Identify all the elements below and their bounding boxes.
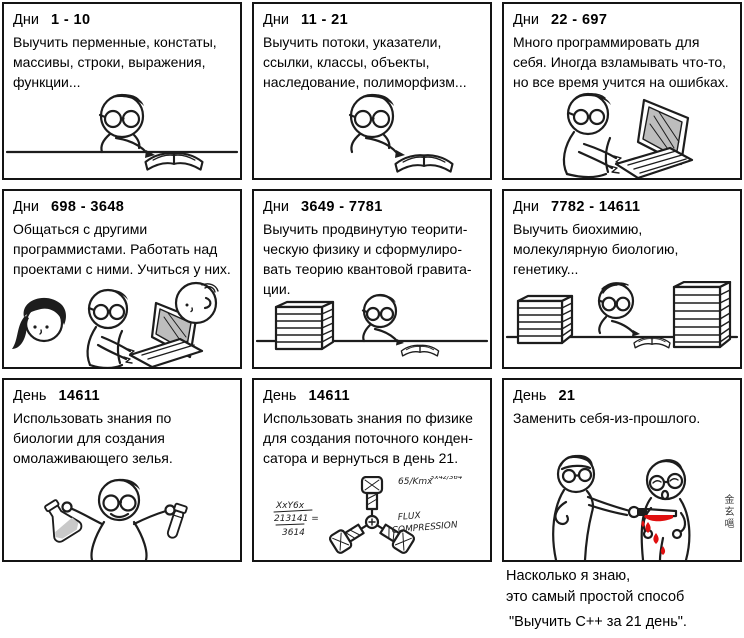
panel-5-text: Выучить продвинутую теорити- ческую физи… <box>263 221 472 297</box>
tall-book-stack-icon <box>672 281 732 349</box>
open-book-icon <box>144 152 204 171</box>
day-range: 22 - 697 <box>550 12 608 28</box>
flask-icon <box>44 499 83 543</box>
day-label: Дни <box>13 12 39 28</box>
blood-splash <box>641 515 673 555</box>
study-between-stacks-illustration <box>504 281 740 367</box>
attacker-figure <box>552 454 641 560</box>
reader-desk-drawing <box>5 93 239 171</box>
day-label: Дни <box>513 199 539 215</box>
open-book-icon <box>400 344 440 357</box>
sketch-formula-top-right-small: 3x4z/364 <box>430 476 462 481</box>
day-label: Дни <box>13 199 39 215</box>
reading-illustration <box>254 90 490 178</box>
stabbing-drawing <box>552 454 691 560</box>
panel-9-header: День 21 <box>504 380 740 406</box>
study-with-book-stack-illustration <box>254 293 490 367</box>
laptop-icon <box>614 98 694 178</box>
panel-8: День 14611 Использовать знания по физике … <box>252 378 492 562</box>
flask-and-tube-drawing <box>44 478 188 560</box>
panel-1-header: Дни 1 - 10 <box>4 4 240 30</box>
panel-3: Дни 22 - 697 Много программировать для се… <box>502 2 742 180</box>
caption-line-3: "Выучить C++ за 21 день". <box>509 614 687 630</box>
book-stack-reader-drawing <box>255 293 489 357</box>
day-range: 21 <box>558 388 576 404</box>
panel-6-text: Выучить биохимию, молекулярную биологию,… <box>513 221 679 277</box>
sketch-formula-top-right: 65/Kmx <box>398 477 433 487</box>
panel-3-text: Много программировать для себя. Иногда в… <box>513 34 729 90</box>
flux-arm-left <box>328 523 369 554</box>
book-stack-icon <box>516 294 574 345</box>
panel-9-text: Заменить себя-из-прошлого. <box>513 410 701 426</box>
day-range: 14611 <box>58 388 100 404</box>
book-stack-icon <box>274 300 335 351</box>
day-range: 7782 - 14611 <box>550 199 641 215</box>
panel-7: День 14611 Использовать знания по биологи… <box>2 378 242 562</box>
reader-drawing <box>348 93 454 173</box>
winking-programmer <box>174 281 219 325</box>
day-label: День <box>263 388 297 404</box>
panel-9: День 21 Заменить себя-из-прошлого. <box>502 378 742 562</box>
caption-line-2: это самый простой способ <box>506 589 685 605</box>
victim-figure <box>640 459 691 560</box>
day-label: Дни <box>513 12 539 28</box>
flux-capacitor-sketch: XxY6x 213141 = 3614 65/Kmx 3x4z/364 FLUX… <box>273 476 462 554</box>
stabbing-illustration <box>504 448 740 560</box>
day-label: Дни <box>263 199 289 215</box>
two-stacks-reader-drawing <box>505 281 739 349</box>
coder-with-laptop <box>86 288 137 367</box>
day-label: День <box>13 388 47 404</box>
panel-1-text: Выучить перменные, констаты, массивы, ст… <box>13 34 217 90</box>
laptop-coder-drawing <box>562 92 694 178</box>
sketch-label-flux: FLUX <box>397 511 422 523</box>
panel-8-text: Использовать знания по физике для создан… <box>263 410 473 466</box>
panel-4-text: Общаться с другими программистами. Работ… <box>13 221 231 277</box>
pair-programming-illustration <box>4 279 240 367</box>
day-range: 1 - 10 <box>50 12 91 28</box>
three-programmers-drawing <box>12 281 219 367</box>
day-range: 698 - 3648 <box>50 199 125 215</box>
flux-arm-up <box>360 476 384 518</box>
panel-6: Дни 7782 - 14611 Выучить биохимию, молеку… <box>502 189 742 369</box>
girl-programmer <box>12 297 66 349</box>
sketch-formula-denominator: 3614 <box>282 528 305 538</box>
panel-2: Дни 11 - 21 Выучить потоки, указатели, сс… <box>252 2 492 180</box>
open-book-icon <box>633 336 671 349</box>
panel-1: Дни 1 - 10 Выучить перменные, констаты, м… <box>2 2 242 180</box>
panel-4: Дни 698 - 3648 Общаться с другими програм… <box>2 189 242 369</box>
laptop-coding-illustration <box>504 90 740 178</box>
panel-grid: Дни 1 - 10 Выучить перменные, констаты, м… <box>2 2 742 562</box>
day-range: 11 - 21 <box>300 12 349 28</box>
reading-at-desk-illustration <box>4 90 240 178</box>
panel-5: Дни 3649 - 7781 Выучить продвинутую теори… <box>252 189 492 369</box>
day-range: 14611 <box>308 388 350 404</box>
panel-2-text: Выучить потоки, указатели, ссылки, класс… <box>263 34 467 90</box>
flux-capacitor-illustration: XxY6x 213141 = 3614 65/Kmx 3x4z/364 FLUX… <box>254 476 490 560</box>
panel-7-header: День 14611 <box>4 380 240 406</box>
sketch-formula-numerator: XxY6x <box>275 501 305 511</box>
potion-illustration <box>4 472 240 560</box>
panel-7-text: Использовать знания по биологии для созд… <box>13 410 173 466</box>
open-book-icon <box>394 154 454 173</box>
day-label: Дни <box>263 12 289 28</box>
day-range: 3649 - 7781 <box>300 199 383 215</box>
panel-5-header: Дни 3649 - 7781 <box>254 191 490 217</box>
artist-signature: 金玄嗈 <box>722 494 733 530</box>
panel-2-header: Дни 11 - 21 <box>254 4 490 30</box>
day-label: День <box>513 388 547 404</box>
panel-3-header: Дни 22 - 697 <box>504 4 740 30</box>
caption-line-1: Насколько я знаю, <box>506 568 631 584</box>
flux-arm-right <box>375 523 416 554</box>
sketch-formula-mid: 213141 = <box>274 514 319 524</box>
panel-8-header: День 14611 <box>254 380 490 406</box>
panel-4-header: Дни 698 - 3648 <box>4 191 240 217</box>
panel-6-header: Дни 7782 - 14611 <box>504 191 740 217</box>
test-tube-icon <box>166 502 188 539</box>
footer-caption: Насколько я знаю, это самый простой спос… <box>506 566 738 633</box>
